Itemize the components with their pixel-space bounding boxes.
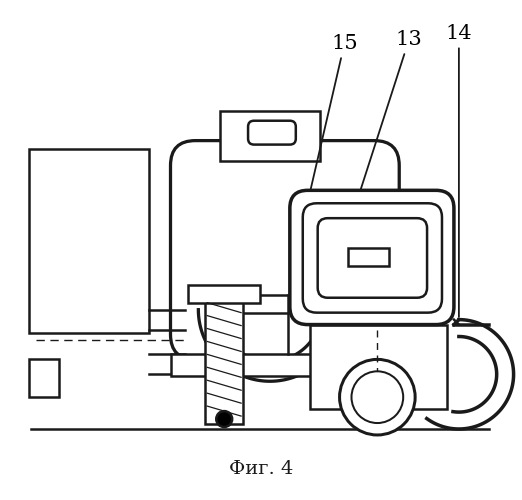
Circle shape — [340, 360, 415, 435]
Circle shape — [351, 372, 403, 423]
Bar — [188, 285, 260, 302]
Bar — [29, 360, 59, 397]
Text: 15: 15 — [311, 34, 358, 190]
FancyBboxPatch shape — [303, 204, 442, 312]
Text: 14: 14 — [446, 24, 472, 317]
Bar — [171, 354, 399, 376]
Bar — [348, 248, 389, 266]
FancyBboxPatch shape — [318, 218, 427, 298]
Bar — [205, 294, 243, 424]
FancyBboxPatch shape — [248, 120, 296, 144]
Circle shape — [216, 411, 232, 427]
Bar — [220, 111, 319, 160]
Text: 13: 13 — [360, 30, 422, 190]
FancyBboxPatch shape — [290, 190, 454, 324]
FancyBboxPatch shape — [171, 140, 399, 360]
Bar — [29, 148, 149, 332]
Text: Фиг. 4: Фиг. 4 — [229, 460, 293, 478]
Bar — [310, 324, 447, 409]
